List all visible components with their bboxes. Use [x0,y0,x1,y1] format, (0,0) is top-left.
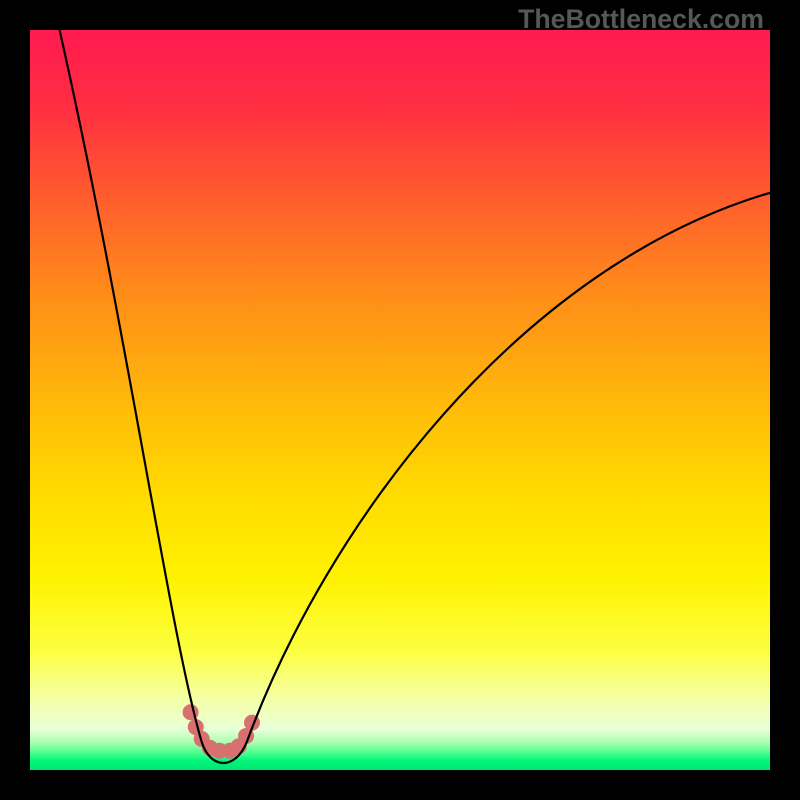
chart-background [30,30,770,770]
watermark-text: TheBottleneck.com [518,4,764,35]
plot-area [30,30,770,770]
chart-svg [30,30,770,770]
